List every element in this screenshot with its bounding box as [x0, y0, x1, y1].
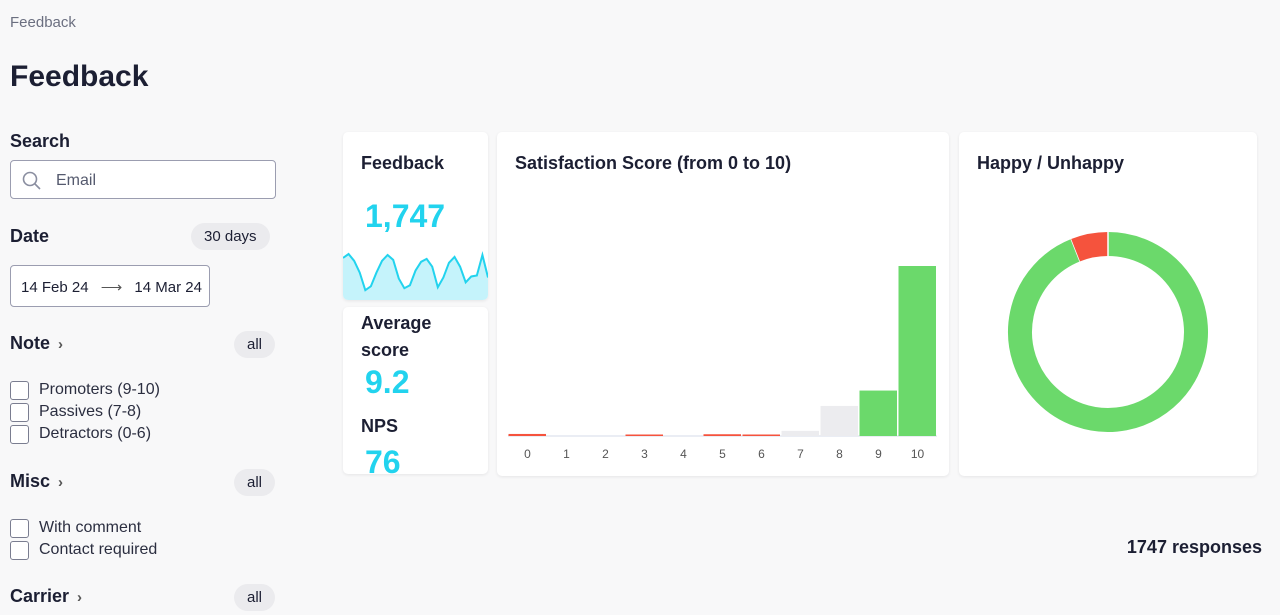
note-label: Note: [10, 333, 50, 353]
carrier-badge[interactable]: all: [234, 584, 276, 611]
chart-title: Happy / Unhappy: [977, 153, 1125, 173]
checkbox-label: Detractors (0-6): [39, 425, 152, 442]
chevron-right-icon: ›: [58, 474, 64, 491]
checkbox-promoters[interactable]: Promoters (9-10): [10, 379, 160, 401]
breadcrumb[interactable]: Feedback: [10, 14, 76, 31]
date-range-picker[interactable]: 14 Feb 24 ⟶ 14 Mar 24: [10, 265, 210, 307]
x-tick-label: 7: [797, 447, 804, 461]
note-badge[interactable]: all: [234, 331, 276, 358]
misc-label: Misc: [10, 471, 51, 491]
search-input[interactable]: Email: [10, 160, 276, 199]
carrier-filter-toggle[interactable]: Carrier ›: [10, 586, 82, 607]
chevron-right-icon: ›: [77, 589, 83, 606]
bar-10: [898, 266, 936, 436]
x-tick-label: 2: [602, 447, 609, 461]
x-tick-label: 6: [758, 447, 765, 461]
chevron-right-icon: ›: [58, 336, 63, 353]
date-range-badge[interactable]: 30 days: [191, 223, 270, 250]
x-tick-label: 0: [524, 447, 531, 461]
sparkline-area: [343, 254, 488, 300]
happy-unhappy-donut: [1008, 232, 1208, 432]
x-tick-label: 3: [641, 447, 648, 461]
chart-title: Satisfaction Score (from 0 to 10): [515, 153, 792, 173]
checkbox-label: With comment: [39, 519, 142, 536]
bar-5: [703, 434, 741, 436]
bar-0: [508, 433, 546, 436]
happy-unhappy-card: Happy / Unhappy: [959, 132, 1257, 476]
x-tick-label: 1: [563, 447, 570, 461]
donut-slice-happy: [1008, 232, 1208, 432]
nps-title: NPS: [361, 416, 399, 436]
donut-slice-unhappy: [1071, 232, 1109, 262]
x-tick-label: 8: [836, 447, 843, 461]
checkbox-label: Contact required: [39, 541, 158, 558]
satisfaction-bar-chart: 0 1 2 3 4 5 6 7 8 9 10: [508, 266, 937, 461]
x-tick-label: 4: [680, 447, 687, 461]
misc-badge[interactable]: all: [234, 469, 276, 496]
feedback-sparkline: [343, 251, 488, 300]
bar-3: [625, 434, 663, 436]
x-tick-label: 9: [875, 447, 882, 461]
satisfaction-chart-card: Satisfaction Score (from 0 to 10) 0 1 2 3 4 5…: [497, 132, 949, 476]
card-title: Feedback: [361, 153, 445, 173]
x-tick-label: 10: [911, 447, 925, 461]
bar-9: [859, 390, 897, 436]
bar-7: [781, 430, 819, 436]
x-tick-label: 5: [719, 447, 726, 461]
date-label: Date: [10, 226, 50, 246]
checkbox-detractors[interactable]: Detractors (0-6): [10, 423, 160, 445]
search-label: Search: [10, 131, 71, 151]
date-to: 14 Mar 24: [134, 279, 202, 296]
arrow-right-icon: ⟶: [100, 279, 123, 296]
note-filter-toggle[interactable]: Note ›: [10, 333, 63, 354]
bar-8: [820, 405, 858, 436]
checkbox-label: Promoters (9-10): [39, 381, 160, 398]
bar-6: [742, 434, 780, 436]
checkbox-passives[interactable]: Passives (7-8): [10, 401, 160, 423]
feedback-count-card: Feedback 1,747: [343, 132, 488, 300]
average-score-value: 9.2: [365, 364, 410, 400]
sparkline-line: [343, 251, 488, 292]
checkbox-label: Passives (7-8): [39, 403, 142, 420]
search-icon: [22, 171, 41, 190]
search-placeholder: Email: [56, 172, 97, 189]
checkbox-contact-required[interactable]: Contact required: [10, 539, 157, 561]
average-score-title: Average score: [361, 313, 432, 360]
carrier-label: Carrier: [10, 586, 70, 606]
feedback-count: 1,747: [365, 198, 446, 234]
page-title: Feedback: [10, 60, 149, 93]
checkbox-with-comment[interactable]: With comment: [10, 517, 157, 539]
nps-value: 76: [365, 444, 401, 474]
misc-filter-toggle[interactable]: Misc ›: [10, 471, 63, 492]
score-card: Average score 9.2 NPS 76: [343, 307, 488, 474]
date-from: 14 Feb 24: [21, 279, 89, 296]
responses-count: 1747 responses: [1126, 537, 1262, 557]
